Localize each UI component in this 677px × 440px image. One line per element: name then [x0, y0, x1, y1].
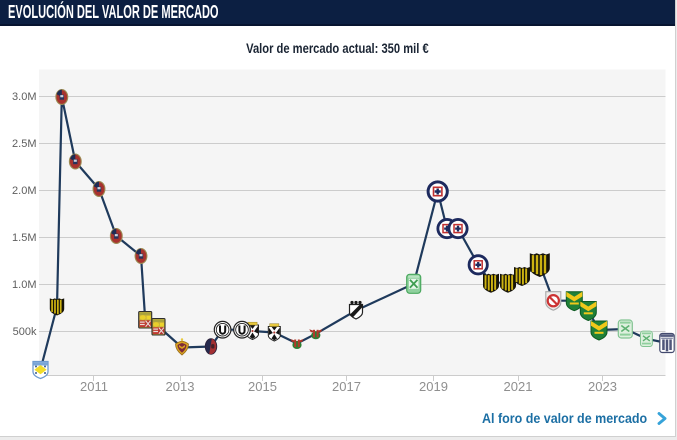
svg-text:2023: 2023	[588, 379, 617, 394]
svg-text:2021: 2021	[504, 379, 533, 394]
svg-text:2019: 2019	[419, 379, 448, 394]
svg-text:1.0M: 1.0M	[12, 279, 36, 291]
svg-text:2.0M: 2.0M	[12, 185, 36, 197]
svg-text:3.0M: 3.0M	[12, 91, 36, 103]
svg-text:2017: 2017	[332, 379, 361, 394]
svg-text:2011: 2011	[80, 379, 108, 394]
svg-text:500k: 500k	[13, 326, 37, 338]
svg-text:1.5M: 1.5M	[12, 232, 36, 244]
svg-text:2015: 2015	[248, 379, 277, 394]
svg-text:2013: 2013	[166, 379, 195, 394]
svg-text:2.5M: 2.5M	[12, 138, 36, 150]
